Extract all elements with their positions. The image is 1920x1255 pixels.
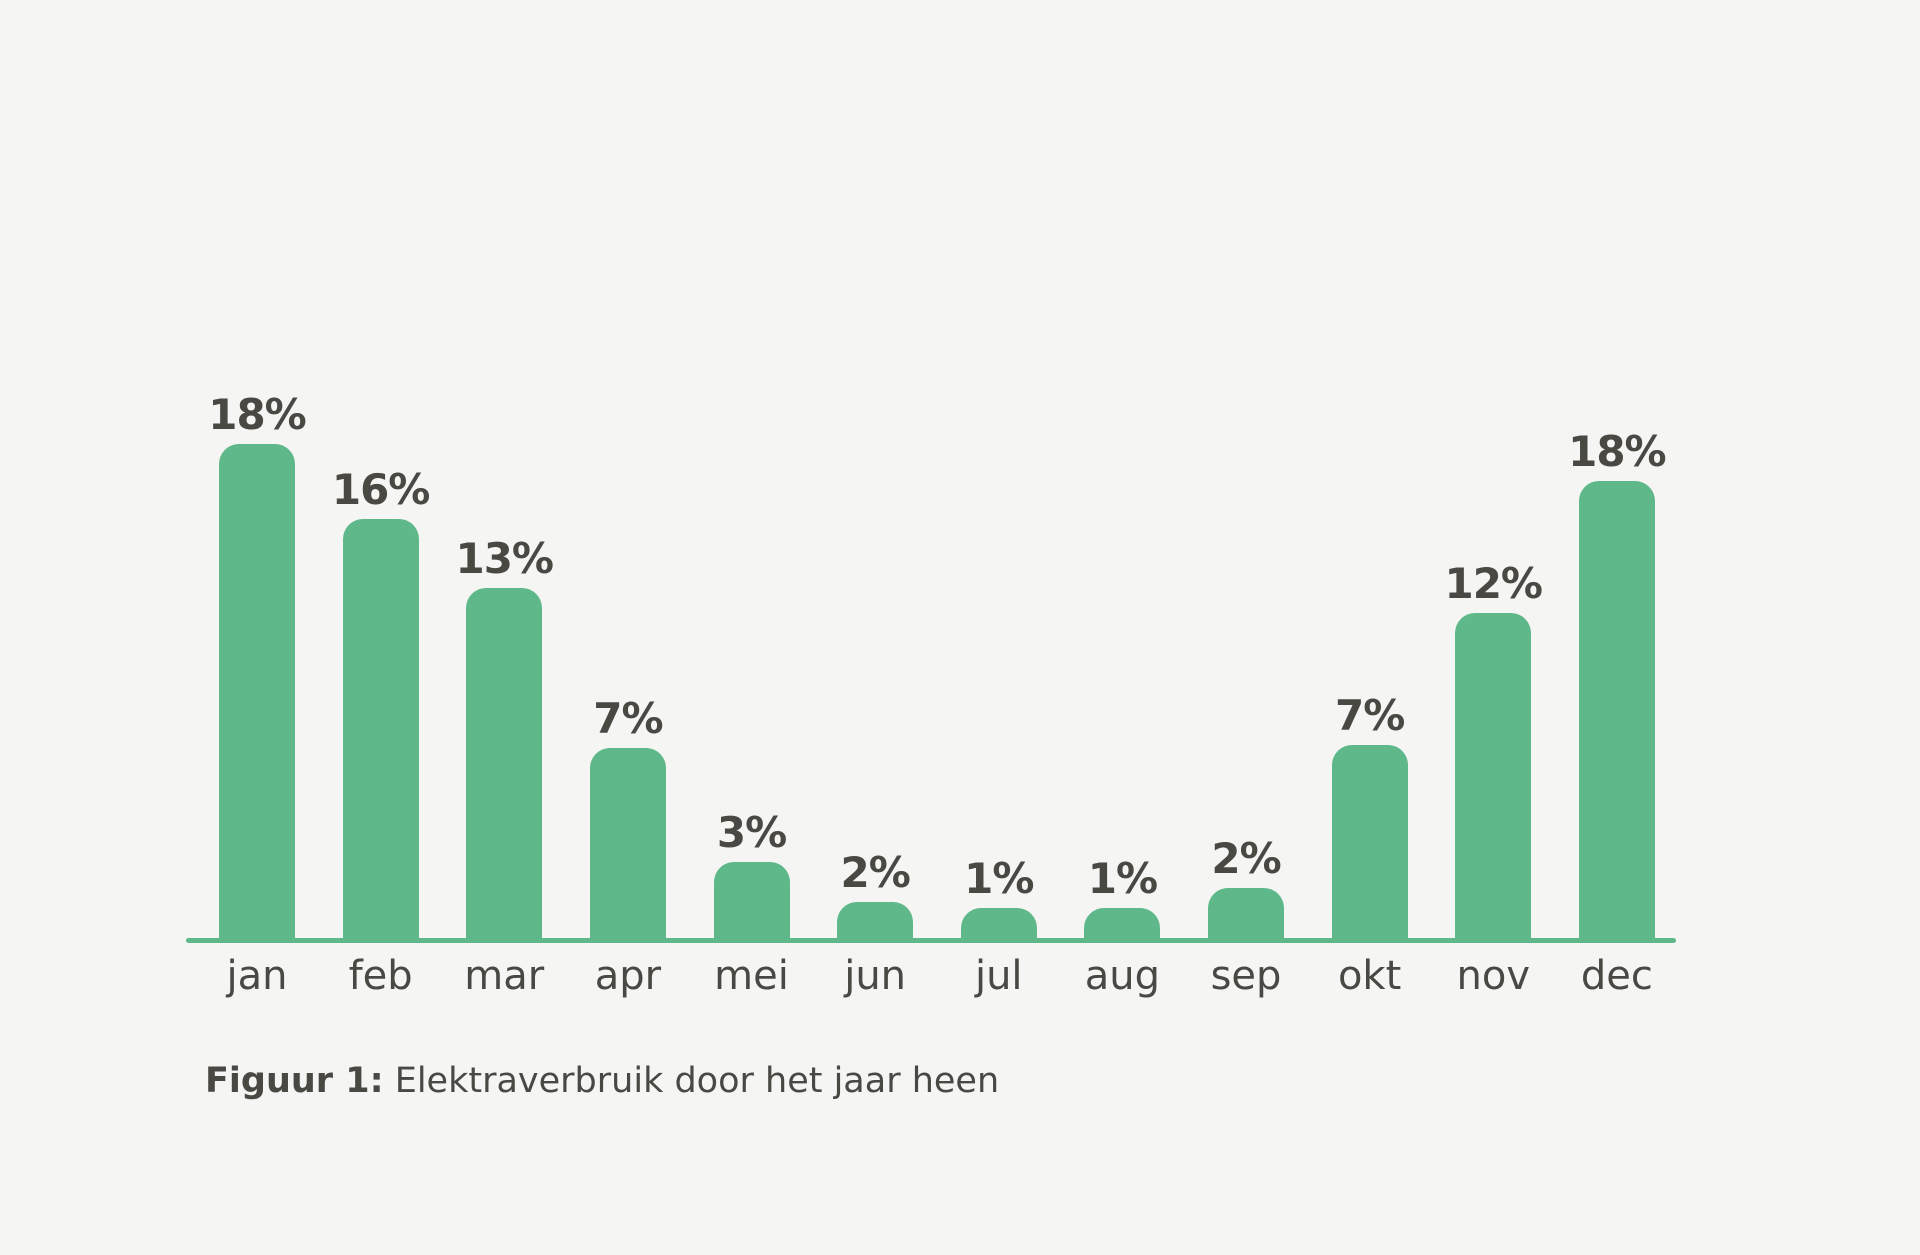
bar-value-label-jun: 2%	[840, 848, 910, 897]
month-label-mar: mar	[464, 953, 545, 999]
bar-value-label-nov: 12%	[1444, 559, 1543, 608]
bar-jun: 2%	[837, 852, 914, 938]
bar-value-label-feb: 16%	[331, 465, 431, 514]
figure-caption-text: Elektraverbruik door het jaar heen	[383, 1061, 1000, 1101]
bar-value-label-mar: 13%	[455, 534, 554, 583]
month-label-nov: nov	[1456, 953, 1531, 999]
bar-value-label-apr: 7%	[593, 694, 663, 743]
figure-caption: Figuur 1: Elektraverbruik door het jaar …	[205, 1060, 999, 1102]
bar-value-label-okt: 7%	[1334, 691, 1405, 740]
month-label-jul: jul	[974, 953, 1023, 999]
bar-value-label-aug: 1%	[1087, 854, 1158, 903]
bar-jan: 18%	[208, 394, 307, 938]
bar-sep: 2%	[1208, 838, 1284, 938]
month-label-aug: aug	[1084, 953, 1160, 999]
month-labels-row: jan feb mar apr mei jun jul aug sep okt nov dec	[219, 956, 1655, 996]
bar-mar: 13%	[455, 538, 554, 938]
month-label-okt: okt	[1337, 953, 1402, 999]
bar-feb: 16%	[332, 469, 430, 938]
bar-okt: 7%	[1331, 695, 1408, 938]
month-label-mei: mei	[714, 953, 789, 999]
bar-mei: 3%	[713, 812, 790, 938]
bar-dec: 18%	[1568, 431, 1667, 938]
bar-value-label-dec: 18%	[1568, 427, 1667, 476]
bar-apr: 7%	[589, 698, 666, 938]
bar-nov: 12%	[1444, 563, 1543, 938]
x-axis-line	[186, 938, 1676, 943]
bar-value-label-jul: 1%	[964, 854, 1034, 903]
bar-value-label-mei: 3%	[716, 808, 787, 857]
bar-jul: 1%	[960, 858, 1037, 938]
month-label-jan: jan	[226, 953, 288, 999]
month-label-feb: feb	[348, 953, 413, 999]
month-label-jun: jun	[844, 953, 907, 999]
figure-caption-label: Figuur 1:	[205, 1061, 384, 1101]
month-label-dec: dec	[1580, 953, 1653, 999]
bar-value-label-jan: 18%	[208, 390, 307, 439]
bar-value-label-sep: 2%	[1211, 834, 1281, 883]
month-label-apr: apr	[594, 953, 662, 999]
bar-aug: 1%	[1084, 858, 1161, 938]
month-label-sep: sep	[1210, 953, 1282, 999]
bars-row: 18% 16% 13% 7% 3% 2% 1% 1% 2% 7% 12% 18%	[208, 394, 1667, 938]
